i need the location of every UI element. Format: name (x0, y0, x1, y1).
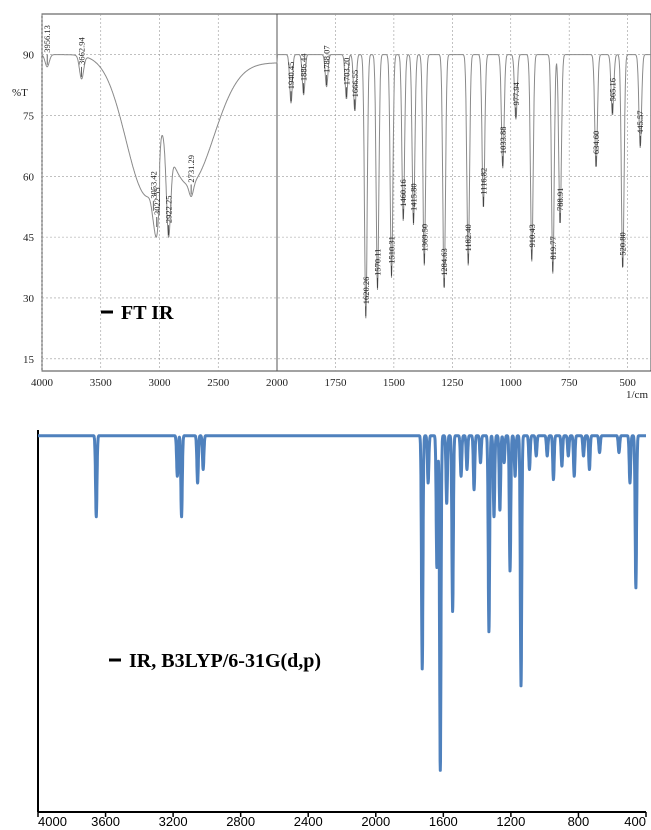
dft-ir-x-ticks: 4000 3600 3200 2800 2400 2000 1600 1200 800 400 (37, 812, 647, 829)
dft-ir-x-tick-label: 400 (624, 814, 646, 829)
dft-ir-plot-area (38, 430, 646, 812)
ft-ir-y-ticks: 15 30 45 60 75 90 (23, 50, 35, 366)
ft-ir-spectrum-line (41, 54, 651, 319)
ft-ir-peak-label: 910.43 (527, 224, 537, 247)
ft-ir-y-tick-label: 15 (23, 354, 35, 366)
ft-ir-peak-label: 2731.29 (186, 155, 196, 183)
ft-ir-peak-label: 1284.63 (439, 248, 449, 276)
ft-ir-peak-label: 1620.26 (361, 277, 371, 305)
ft-ir-peak-label: 2922.25 (164, 196, 174, 224)
ft-ir-peak-label: 1460.16 (398, 179, 408, 207)
ft-ir-peak-label: 788.91 (555, 188, 565, 211)
ft-ir-legend-label: FT IR (121, 302, 174, 324)
ft-ir-x-ticks: 4000 3500 3000 2500 2000 1750 1500 1250 1000 750 5… (31, 377, 636, 389)
dft-ir-chart: 4000 3600 3200 2800 2400 2000 1600 1200 800 400 I… (36, 430, 648, 829)
dft-ir-x-tick-label: 1600 (429, 814, 458, 829)
ft-ir-peak-label: 1666.55 (350, 70, 360, 98)
dft-ir-x-tick-label: 1200 (496, 814, 525, 829)
ft-ir-peak-label: 445.57 (635, 111, 645, 134)
ft-ir-peak-label: 520.80 (618, 232, 628, 255)
ft-ir-x-tick-label: 1500 (383, 377, 406, 389)
dft-ir-x-tick-label: 2400 (294, 814, 323, 829)
ft-ir-gridlines (41, 14, 651, 371)
ft-ir-x-tick-label: 500 (619, 377, 636, 389)
ft-ir-peak-label: 1703.20 (341, 58, 351, 86)
ft-ir-peak-label: 819.77 (548, 236, 558, 259)
ft-ir-x-tick-label: 2000 (266, 377, 289, 389)
ft-ir-peak-label: 3053.42 (148, 171, 158, 199)
ft-ir-peak-label: 3956.13 (42, 25, 52, 53)
ft-ir-peak-label: 634.60 (591, 131, 601, 154)
ft-ir-x-tick-label: 1000 (500, 377, 523, 389)
dft-ir-x-tick-label: 3200 (159, 814, 188, 829)
ft-ir-legend: FT IR (101, 302, 174, 324)
dft-ir-x-tick-label: 800 (568, 814, 590, 829)
ft-ir-x-tick-label: 4000 (31, 377, 54, 389)
ft-ir-y-tick-label: 30 (23, 293, 35, 305)
ft-ir-chart: 15 30 45 60 75 90 4000 3500 3000 2500 2000 1750 150… (12, 13, 651, 401)
dft-ir-x-tick-label: 2000 (361, 814, 390, 829)
dft-ir-legend-label: IR, B3LYP/6-31G(d,p) (129, 650, 321, 672)
ft-ir-peak-label: 1116.82 (478, 168, 488, 195)
ft-ir-y-tick-label: 60 (23, 171, 35, 183)
ft-ir-peak-label: 1033.88 (498, 127, 508, 155)
ft-ir-peak-label: 1940.45 (286, 62, 296, 90)
ft-ir-peak-label: 1886.44 (299, 53, 309, 81)
ft-ir-peak-label: 3662.94 (77, 37, 87, 65)
ft-ir-x-tick-label: 3500 (90, 377, 113, 389)
ft-ir-peak-label: 1182.40 (463, 224, 473, 251)
dft-ir-x-tick-label: 2800 (226, 814, 255, 829)
ft-ir-y-tick-label: 90 (23, 50, 35, 62)
ft-ir-y-axis-label: %T (12, 87, 28, 99)
ft-ir-peak-label: 1510.31 (387, 236, 397, 264)
ft-ir-x-tick-label: 2500 (207, 377, 230, 389)
ft-ir-x-tick-label: 1750 (324, 377, 347, 389)
ft-ir-peak-label: 565.16 (607, 78, 617, 101)
ft-ir-peak-label: 1570.11 (373, 249, 383, 276)
ft-ir-x-unit-label: 1/cm (626, 389, 648, 401)
ft-ir-peak-label: 1369.50 (419, 224, 429, 252)
dft-ir-spectrum-line (36, 434, 648, 772)
ft-ir-x-tick-label: 1250 (441, 377, 464, 389)
dft-ir-x-tick-label: 3600 (91, 814, 120, 829)
dft-ir-legend: IR, B3LYP/6-31G(d,p) (109, 650, 321, 672)
ft-ir-peak-label: 977.94 (511, 81, 521, 105)
ft-ir-peak-label: 1415.80 (409, 183, 419, 211)
ft-ir-y-tick-label: 75 (23, 110, 35, 122)
ft-ir-peak-label: 3022.55 (152, 187, 162, 215)
ft-ir-peak-label: 1788.07 (322, 45, 332, 73)
ft-ir-y-tick-label: 45 (23, 232, 35, 244)
ft-ir-x-tick-label: 750 (561, 377, 578, 389)
ft-ir-x-tick-label: 3000 (149, 377, 172, 389)
dft-ir-x-tick-label: 4000 (38, 814, 67, 829)
